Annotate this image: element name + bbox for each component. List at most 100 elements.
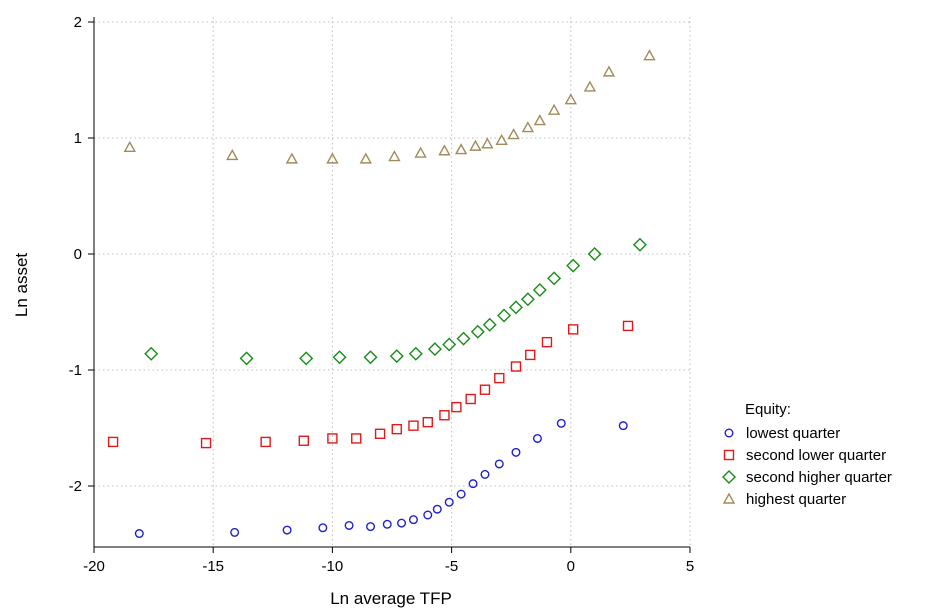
data-point bbox=[374, 428, 386, 439]
data-point bbox=[497, 308, 512, 323]
x-tick-label: 0 bbox=[567, 558, 575, 575]
data-point bbox=[363, 350, 378, 365]
data-point bbox=[587, 247, 602, 261]
data-point bbox=[451, 401, 462, 413]
data-point bbox=[260, 436, 271, 448]
data-point bbox=[427, 342, 442, 357]
data-point bbox=[285, 152, 299, 164]
data-point bbox=[388, 150, 401, 162]
data-point bbox=[566, 258, 581, 273]
data-point bbox=[495, 133, 508, 146]
data-point bbox=[438, 144, 451, 156]
data-point bbox=[230, 527, 240, 537]
data-point bbox=[482, 317, 497, 332]
data-point bbox=[494, 459, 504, 469]
legend-label: second lower quarter bbox=[746, 447, 886, 464]
data-point bbox=[632, 237, 647, 252]
y-tick-label: -2 bbox=[69, 478, 82, 495]
data-point bbox=[442, 337, 457, 352]
data-point bbox=[408, 346, 423, 361]
data-point bbox=[520, 292, 535, 307]
data-point bbox=[643, 49, 656, 61]
data-point bbox=[507, 128, 520, 140]
data-point bbox=[469, 139, 482, 151]
data-point bbox=[344, 520, 354, 530]
data-point bbox=[556, 418, 566, 428]
data-point bbox=[533, 114, 546, 126]
data-point bbox=[479, 384, 491, 395]
y-tick-label: -1 bbox=[69, 362, 82, 379]
data-point bbox=[456, 331, 471, 346]
y-tick-label: 2 bbox=[74, 14, 82, 31]
data-point bbox=[422, 417, 433, 428]
data-point bbox=[508, 300, 523, 315]
data-point bbox=[144, 346, 159, 361]
data-point bbox=[298, 435, 309, 446]
data-point bbox=[359, 152, 372, 164]
x-tick-label: -5 bbox=[445, 558, 458, 575]
legend-marker bbox=[724, 428, 734, 438]
data-point bbox=[444, 497, 454, 507]
data-point bbox=[107, 436, 119, 448]
x-tick-label: -20 bbox=[83, 558, 105, 575]
legend-marker bbox=[723, 449, 735, 461]
data-point bbox=[510, 361, 522, 372]
data-point bbox=[391, 423, 402, 435]
data-point bbox=[299, 351, 314, 366]
data-point bbox=[532, 433, 542, 443]
data-point bbox=[326, 152, 339, 164]
series-second-lower-quarter bbox=[107, 320, 634, 449]
legend-marker bbox=[722, 470, 736, 484]
data-points bbox=[107, 49, 656, 539]
data-point bbox=[351, 433, 362, 444]
x-tick-label: -10 bbox=[322, 558, 344, 575]
legend-label: lowest quarter bbox=[746, 425, 840, 442]
data-point bbox=[327, 433, 338, 444]
data-point bbox=[547, 271, 562, 286]
x-tick-label: -15 bbox=[202, 558, 224, 575]
data-point bbox=[382, 519, 392, 529]
data-point bbox=[480, 469, 490, 479]
legend-label: second higher quarter bbox=[746, 469, 892, 486]
series-second-higher-quarter bbox=[144, 237, 647, 366]
data-point bbox=[389, 349, 404, 364]
data-point bbox=[282, 525, 292, 535]
data-point bbox=[583, 80, 597, 92]
data-point bbox=[564, 93, 577, 105]
data-point bbox=[618, 421, 628, 431]
data-point bbox=[622, 320, 634, 332]
axes bbox=[88, 17, 691, 553]
legend-label: highest quarter bbox=[746, 491, 846, 508]
gridlines bbox=[93, 17, 691, 547]
data-point bbox=[239, 351, 254, 366]
data-point bbox=[532, 282, 547, 297]
data-point bbox=[470, 324, 485, 339]
legend-marker bbox=[722, 492, 736, 504]
data-point bbox=[454, 143, 468, 155]
data-point bbox=[541, 336, 553, 348]
data-point bbox=[567, 324, 579, 335]
data-point bbox=[200, 437, 212, 449]
data-point bbox=[547, 103, 561, 115]
data-point bbox=[423, 510, 433, 520]
data-point bbox=[494, 372, 505, 384]
data-point bbox=[511, 447, 521, 457]
y-axis-label: Ln asset bbox=[12, 253, 31, 318]
data-point bbox=[332, 350, 347, 365]
y-tick-label: 1 bbox=[74, 130, 82, 147]
data-point bbox=[465, 393, 476, 405]
data-point bbox=[226, 148, 239, 161]
series-lowest-quarter bbox=[134, 418, 628, 539]
data-point bbox=[432, 504, 442, 514]
data-point bbox=[123, 140, 136, 152]
data-point bbox=[521, 121, 535, 133]
data-point bbox=[134, 529, 144, 539]
legend-title: Equity: bbox=[745, 401, 791, 418]
series-highest-quarter bbox=[123, 49, 656, 164]
data-point bbox=[439, 410, 450, 421]
data-point bbox=[408, 420, 419, 431]
legend: Equity: lowest quarter second lower quart… bbox=[722, 401, 892, 508]
